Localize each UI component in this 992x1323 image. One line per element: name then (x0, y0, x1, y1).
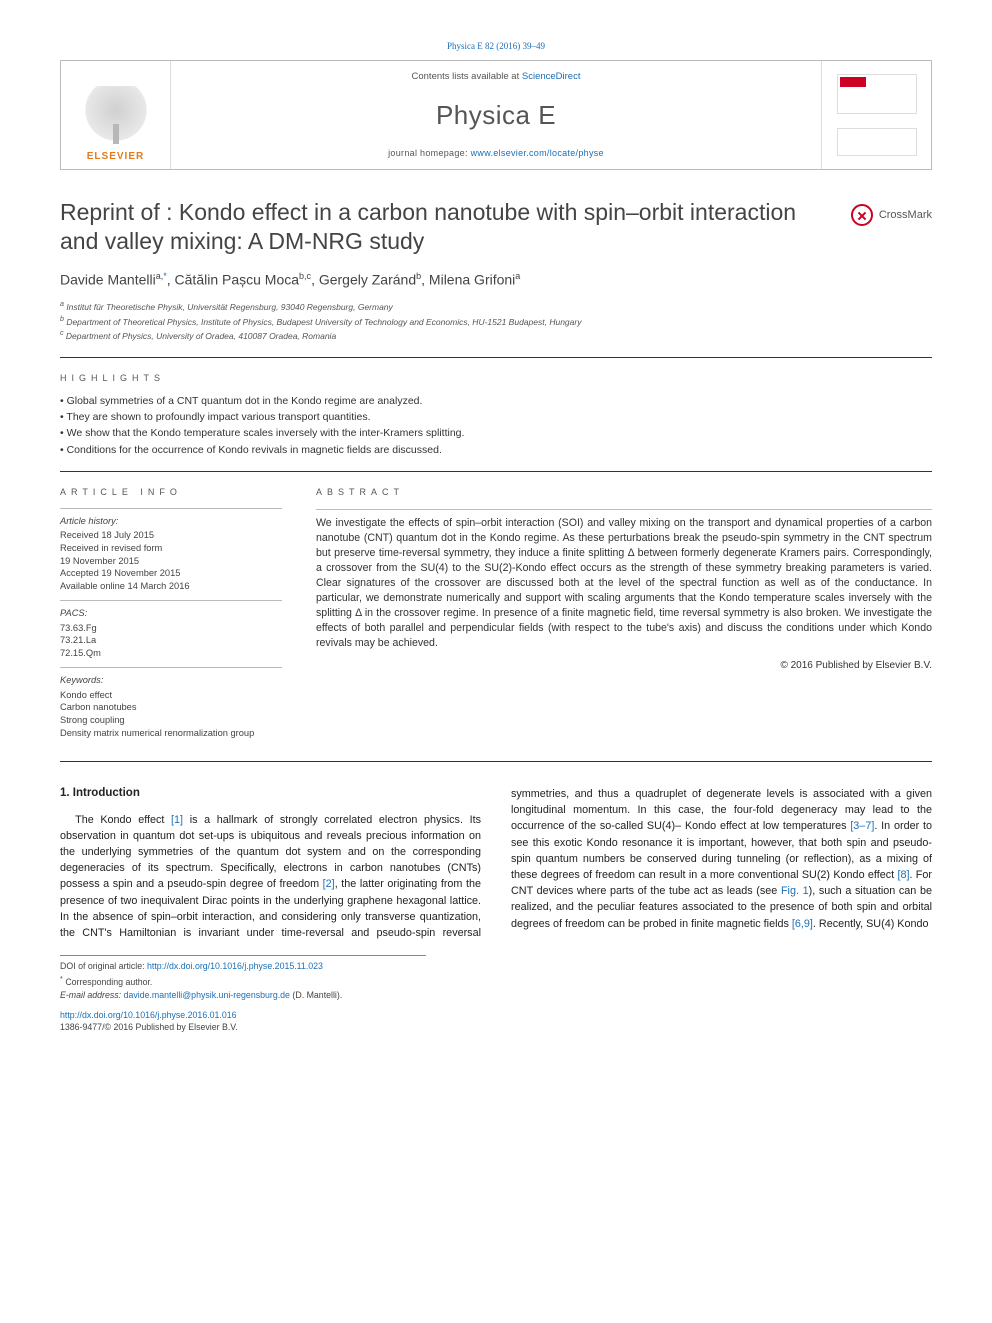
highlight-item: They are shown to profoundly impact vari… (60, 410, 932, 424)
author-3: Gergely Zaránd (319, 271, 416, 287)
ref-6-9[interactable]: [6,9] (792, 918, 813, 930)
contents-line: Contents lists available at ScienceDirec… (412, 71, 581, 84)
intro-paragraph: The Kondo effect [1] is a hallmark of st… (60, 786, 932, 941)
info-abstract-row: ARTICLE INFO Article history: Received 1… (60, 486, 932, 747)
abstract-text: We investigate the effects of spin–orbit… (316, 516, 932, 651)
pacs-block: PACS: 73.63.Fg 73.21.La 72.15.Qm (60, 607, 282, 659)
footnotes: DOI of original article: http://dx.doi.o… (60, 955, 426, 1002)
journal-cover-thumb (837, 74, 917, 114)
keyword: Carbon nanotubes (60, 701, 282, 714)
article-doi-link[interactable]: http://dx.doi.org/10.1016/j.physe.2016.0… (60, 1010, 237, 1020)
journal-cover-thumb-alt (837, 128, 917, 156)
info-rule-2 (60, 600, 282, 601)
article-info-label: ARTICLE INFO (60, 486, 282, 498)
info-rule-3 (60, 667, 282, 668)
ref-3-7[interactable]: [3–7] (850, 820, 874, 832)
crossmark-icon (851, 204, 873, 226)
history-line: 19 November 2015 (60, 555, 282, 568)
sciencedirect-link[interactable]: ScienceDirect (522, 71, 581, 82)
publisher-name: ELSEVIER (87, 150, 144, 164)
running-head: Physica E 82 (2016) 39–49 (60, 40, 932, 52)
ref-1[interactable]: [1] (171, 814, 183, 826)
article-info: ARTICLE INFO Article history: Received 1… (60, 486, 282, 747)
crossmark-label: CrossMark (879, 208, 932, 223)
history-line: Received 18 July 2015 (60, 529, 282, 542)
email-line: E-mail address: davide.mantelli@physik.u… (60, 990, 426, 1002)
affiliations: a Institut für Theoretische Physik, Univ… (60, 299, 932, 343)
highlights-label: HIGHLIGHTS (60, 372, 932, 384)
keyword: Strong coupling (60, 714, 282, 727)
body-columns: 1. Introduction The Kondo effect [1] is … (60, 786, 932, 941)
title-row: Reprint of : Kondo effect in a carbon na… (60, 198, 932, 256)
crossmark-widget[interactable]: CrossMark (851, 198, 932, 226)
contents-prefix: Contents lists available at (412, 71, 522, 82)
affiliation-b: b Department of Theoretical Physics, Ins… (60, 314, 932, 329)
pacs-line: 73.21.La (60, 634, 282, 647)
publisher-cell: ELSEVIER (61, 61, 171, 169)
abs-rule (316, 509, 932, 510)
homepage-url[interactable]: www.elsevier.com/locate/physe (471, 148, 604, 158)
rule-2 (60, 471, 932, 472)
journal-name: Physica E (436, 98, 556, 133)
ref-2[interactable]: [2] (323, 878, 335, 890)
copyright-line: © 2016 Published by Elsevier B.V. (316, 659, 932, 673)
corresponding-note: * Corresponding author. (60, 974, 426, 989)
highlight-item: Global symmetries of a CNT quantum dot i… (60, 394, 932, 408)
fig-1-link[interactable]: Fig. 1 (781, 885, 809, 897)
elsevier-tree-icon (81, 86, 151, 146)
article-title: Reprint of : Kondo effect in a carbon na… (60, 198, 835, 256)
issn-line: 1386-9477/© 2016 Published by Elsevier B… (60, 1022, 932, 1034)
author-1: Davide Mantelli (60, 271, 156, 287)
pacs-line: 72.15.Qm (60, 647, 282, 660)
highlights-list: Global symmetries of a CNT quantum dot i… (60, 394, 932, 457)
email-link[interactable]: davide.mantelli@physik.uni-regensburg.de (124, 990, 290, 1000)
affiliation-c: c Department of Physics, University of O… (60, 328, 932, 343)
highlight-item: We show that the Kondo temperature scale… (60, 426, 932, 440)
citation-link[interactable]: Physica E 82 (2016) 39–49 (447, 41, 545, 51)
doi-original: DOI of original article: http://dx.doi.o… (60, 961, 426, 973)
pacs-line: 73.63.Fg (60, 622, 282, 635)
history-line: Available online 14 March 2016 (60, 580, 282, 593)
page-footer: http://dx.doi.org/10.1016/j.physe.2016.0… (60, 1010, 932, 1034)
section-1-heading: 1. Introduction (60, 786, 481, 802)
history-block: Article history: Received 18 July 2015 R… (60, 515, 282, 592)
rule-3 (60, 761, 932, 762)
info-rule-1 (60, 508, 282, 509)
history-header: Article history: (60, 515, 282, 528)
journal-header: ELSEVIER Contents lists available at Sci… (60, 60, 932, 170)
abstract: ABSTRACT We investigate the effects of s… (316, 486, 932, 747)
author-2: Cătălin Pașcu Moca (175, 271, 300, 287)
ref-8[interactable]: [8] (897, 869, 909, 881)
keyword: Kondo effect (60, 689, 282, 702)
doi-original-link[interactable]: http://dx.doi.org/10.1016/j.physe.2015.1… (147, 961, 323, 971)
cover-cell (821, 61, 931, 169)
author-4: Milena Grifoni (429, 271, 515, 287)
affiliation-a: a Institut für Theoretische Physik, Univ… (60, 299, 932, 314)
corresponding-star: * (163, 271, 167, 281)
author-list: Davide Mantellia,*, Cătălin Pașcu Mocab,… (60, 270, 932, 290)
keywords-block: Keywords: Kondo effect Carbon nanotubes … (60, 674, 282, 739)
homepage-line: journal homepage: www.elsevier.com/locat… (388, 147, 604, 159)
history-line: Received in revised form (60, 542, 282, 555)
header-center: Contents lists available at ScienceDirec… (171, 61, 821, 169)
history-line: Accepted 19 November 2015 (60, 567, 282, 580)
rule-1 (60, 357, 932, 358)
highlight-item: Conditions for the occurrence of Kondo r… (60, 443, 932, 457)
keyword: Density matrix numerical renormalization… (60, 727, 282, 740)
keywords-header: Keywords: (60, 674, 282, 687)
homepage-prefix: journal homepage: (388, 148, 470, 158)
cover-badge (840, 77, 866, 87)
pacs-header: PACS: (60, 607, 282, 620)
abstract-label: ABSTRACT (316, 486, 932, 499)
